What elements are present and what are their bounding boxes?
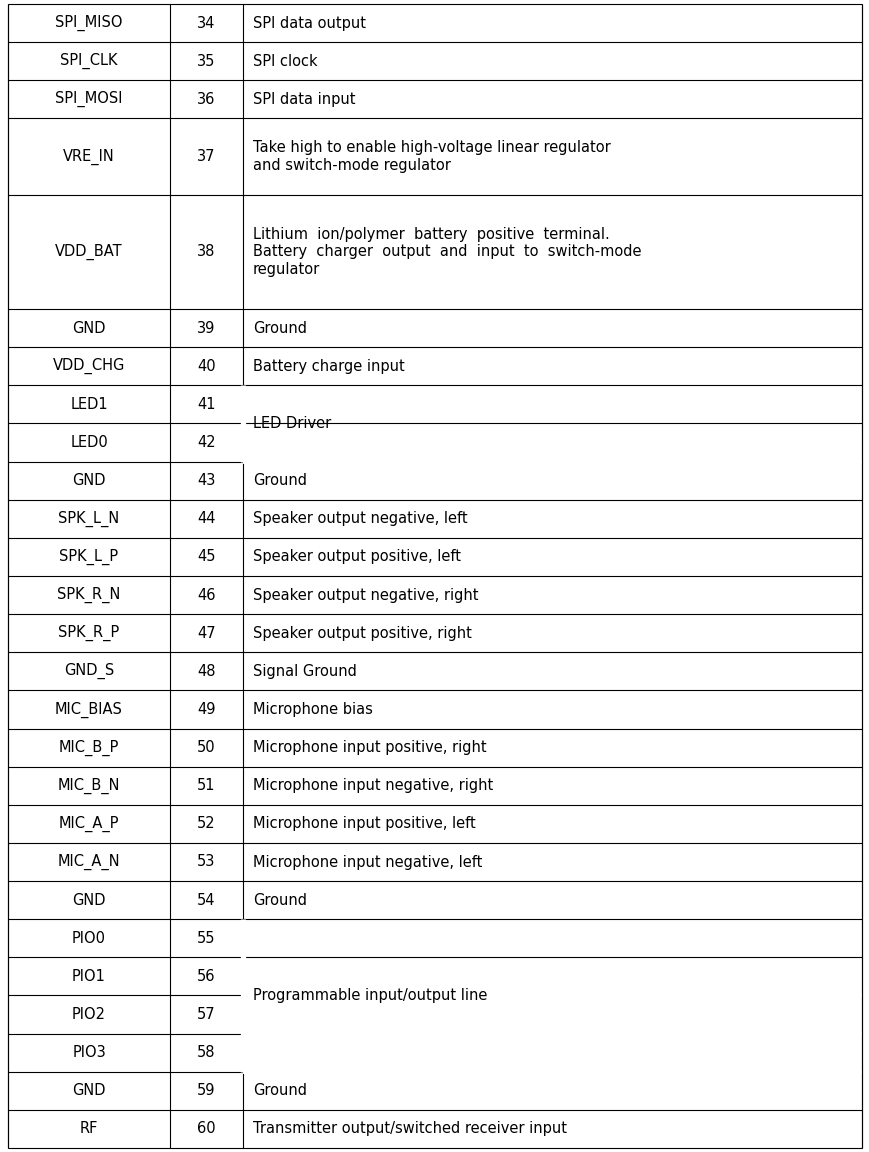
Text: SPK_R_N: SPK_R_N [57, 588, 121, 604]
Text: RF: RF [80, 1121, 98, 1136]
Text: MIC_B_P: MIC_B_P [59, 740, 119, 756]
Text: 57: 57 [196, 1007, 216, 1022]
Text: Speaker output positive, right: Speaker output positive, right [252, 626, 471, 641]
Text: PIO3: PIO3 [72, 1045, 106, 1060]
Text: 34: 34 [197, 16, 216, 31]
Text: SPI_CLK: SPI_CLK [60, 53, 117, 69]
Text: MIC_BIAS: MIC_BIAS [55, 702, 123, 718]
Text: 52: 52 [196, 817, 216, 832]
Text: SPK_R_P: SPK_R_P [58, 626, 120, 642]
Text: 54: 54 [197, 893, 216, 908]
Text: 50: 50 [196, 740, 216, 755]
Text: 59: 59 [197, 1083, 216, 1098]
Text: LED Driver: LED Driver [252, 416, 330, 431]
Text: Transmitter output/switched receiver input: Transmitter output/switched receiver inp… [252, 1121, 566, 1136]
Text: 35: 35 [197, 54, 216, 69]
Text: Speaker output negative, left: Speaker output negative, left [252, 511, 467, 526]
Text: SPK_L_N: SPK_L_N [58, 510, 120, 526]
Text: SPI data output: SPI data output [252, 16, 365, 31]
Text: PIO0: PIO0 [72, 931, 106, 946]
Text: VRE_IN: VRE_IN [63, 149, 115, 165]
Text: LED1: LED1 [70, 397, 108, 412]
Text: Programmable input/output line: Programmable input/output line [252, 988, 487, 1003]
Text: 47: 47 [196, 626, 216, 641]
Text: MIC_A_N: MIC_A_N [57, 854, 120, 870]
Text: 38: 38 [197, 244, 216, 259]
Text: Microphone input positive, left: Microphone input positive, left [252, 817, 474, 832]
Text: Microphone input negative, left: Microphone input negative, left [252, 855, 481, 870]
Text: SPI_MISO: SPI_MISO [56, 15, 123, 31]
Text: 37: 37 [197, 149, 216, 164]
Text: Ground: Ground [252, 1083, 307, 1098]
Text: Take high to enable high-voltage linear regulator
and switch-mode regulator: Take high to enable high-voltage linear … [252, 141, 610, 173]
Text: 55: 55 [197, 931, 216, 946]
Text: 43: 43 [197, 473, 216, 488]
Text: VDD_BAT: VDD_BAT [55, 244, 123, 260]
Text: Signal Ground: Signal Ground [252, 664, 356, 679]
Text: Lithium  ion/polymer  battery  positive  terminal.
Battery  charger  output  and: Lithium ion/polymer battery positive ter… [252, 227, 640, 276]
Text: GND: GND [72, 893, 106, 908]
Text: SPI data input: SPI data input [252, 92, 355, 107]
Text: Ground: Ground [252, 473, 307, 488]
Text: 53: 53 [197, 855, 216, 870]
Text: 45: 45 [197, 550, 216, 564]
Text: SPK_L_P: SPK_L_P [59, 548, 118, 564]
Text: GND: GND [72, 1083, 106, 1098]
Text: 44: 44 [197, 511, 216, 526]
Text: 41: 41 [197, 397, 216, 412]
Text: GND: GND [72, 320, 106, 335]
Text: 58: 58 [197, 1045, 216, 1060]
Text: 40: 40 [196, 358, 216, 373]
Text: LED0: LED0 [70, 435, 108, 450]
Text: 49: 49 [197, 702, 216, 717]
Text: SPI_MOSI: SPI_MOSI [56, 91, 123, 107]
Text: 39: 39 [197, 320, 216, 335]
Text: Ground: Ground [252, 893, 307, 908]
Text: 56: 56 [197, 969, 216, 984]
Text: Microphone bias: Microphone bias [252, 702, 372, 717]
Text: Battery charge input: Battery charge input [252, 358, 404, 373]
Text: 46: 46 [197, 588, 216, 602]
Text: Microphone input positive, right: Microphone input positive, right [252, 740, 486, 755]
Text: Speaker output negative, right: Speaker output negative, right [252, 588, 478, 602]
Text: 51: 51 [197, 779, 216, 794]
Text: 42: 42 [196, 435, 216, 450]
Text: MIC_A_P: MIC_A_P [59, 816, 119, 832]
Text: SPI clock: SPI clock [252, 54, 317, 69]
Text: 48: 48 [197, 664, 216, 679]
Text: VDD_CHG: VDD_CHG [53, 358, 125, 374]
Text: 36: 36 [197, 92, 216, 107]
Text: GND_S: GND_S [63, 664, 114, 680]
Text: 60: 60 [196, 1121, 216, 1136]
Text: Microphone input negative, right: Microphone input negative, right [252, 779, 493, 794]
Text: PIO1: PIO1 [72, 969, 106, 984]
Text: PIO2: PIO2 [72, 1007, 106, 1022]
Text: MIC_B_N: MIC_B_N [57, 778, 120, 794]
Text: GND: GND [72, 473, 106, 488]
Text: Ground: Ground [252, 320, 307, 335]
Text: Speaker output positive, left: Speaker output positive, left [252, 550, 461, 564]
